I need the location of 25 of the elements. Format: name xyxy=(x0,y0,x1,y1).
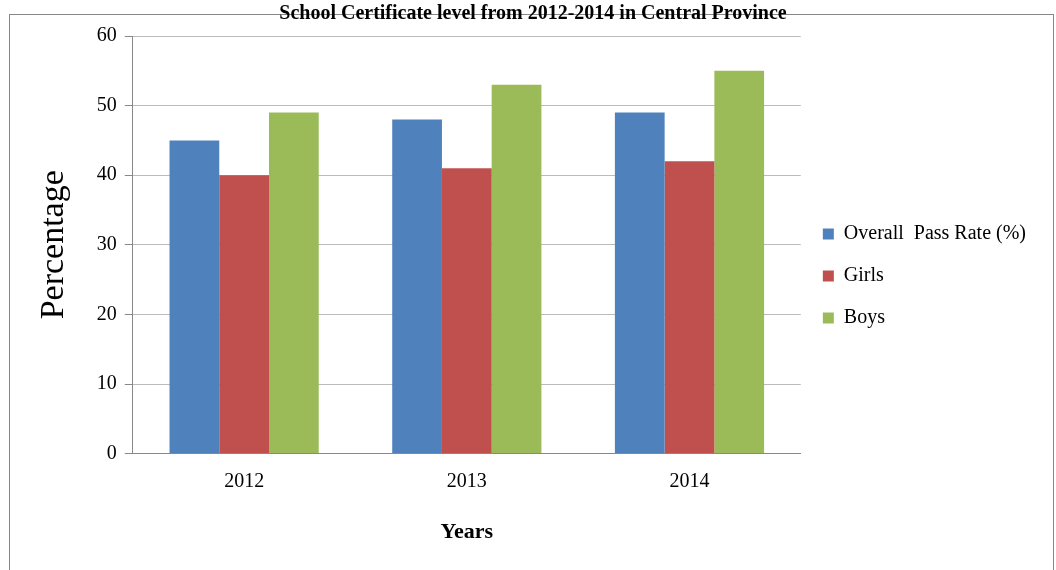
y-axis-title: Percentage xyxy=(33,170,71,320)
chart-title: School Certificate level from 2012-2014 in Central Province xyxy=(279,1,787,24)
y-tick-label: 40 xyxy=(96,162,117,185)
x-axis-title: Years xyxy=(440,518,494,544)
y-tick-label: 60 xyxy=(96,23,117,46)
y-tick-label: 20 xyxy=(96,301,117,324)
bar xyxy=(169,140,220,454)
bar xyxy=(491,84,542,454)
bar xyxy=(392,119,442,454)
bar xyxy=(269,112,319,454)
legend-label: Girls xyxy=(843,263,885,286)
bar xyxy=(664,161,715,454)
legend-label: Boys xyxy=(843,305,886,329)
y-tick-label: 0 xyxy=(106,440,117,463)
bar xyxy=(714,70,765,454)
bar xyxy=(441,168,492,454)
bar xyxy=(614,112,665,454)
x-tick-label: 2013 xyxy=(446,468,487,491)
legend-label: Overall Pass Rate (%) xyxy=(843,221,1026,245)
x-tick-label: 2014 xyxy=(669,468,710,491)
y-tick-label: 10 xyxy=(96,371,117,394)
y-tick-label: 30 xyxy=(96,232,117,255)
bar xyxy=(219,175,269,454)
y-tick-label: 50 xyxy=(96,92,117,115)
x-tick-label: 2012 xyxy=(224,468,265,491)
